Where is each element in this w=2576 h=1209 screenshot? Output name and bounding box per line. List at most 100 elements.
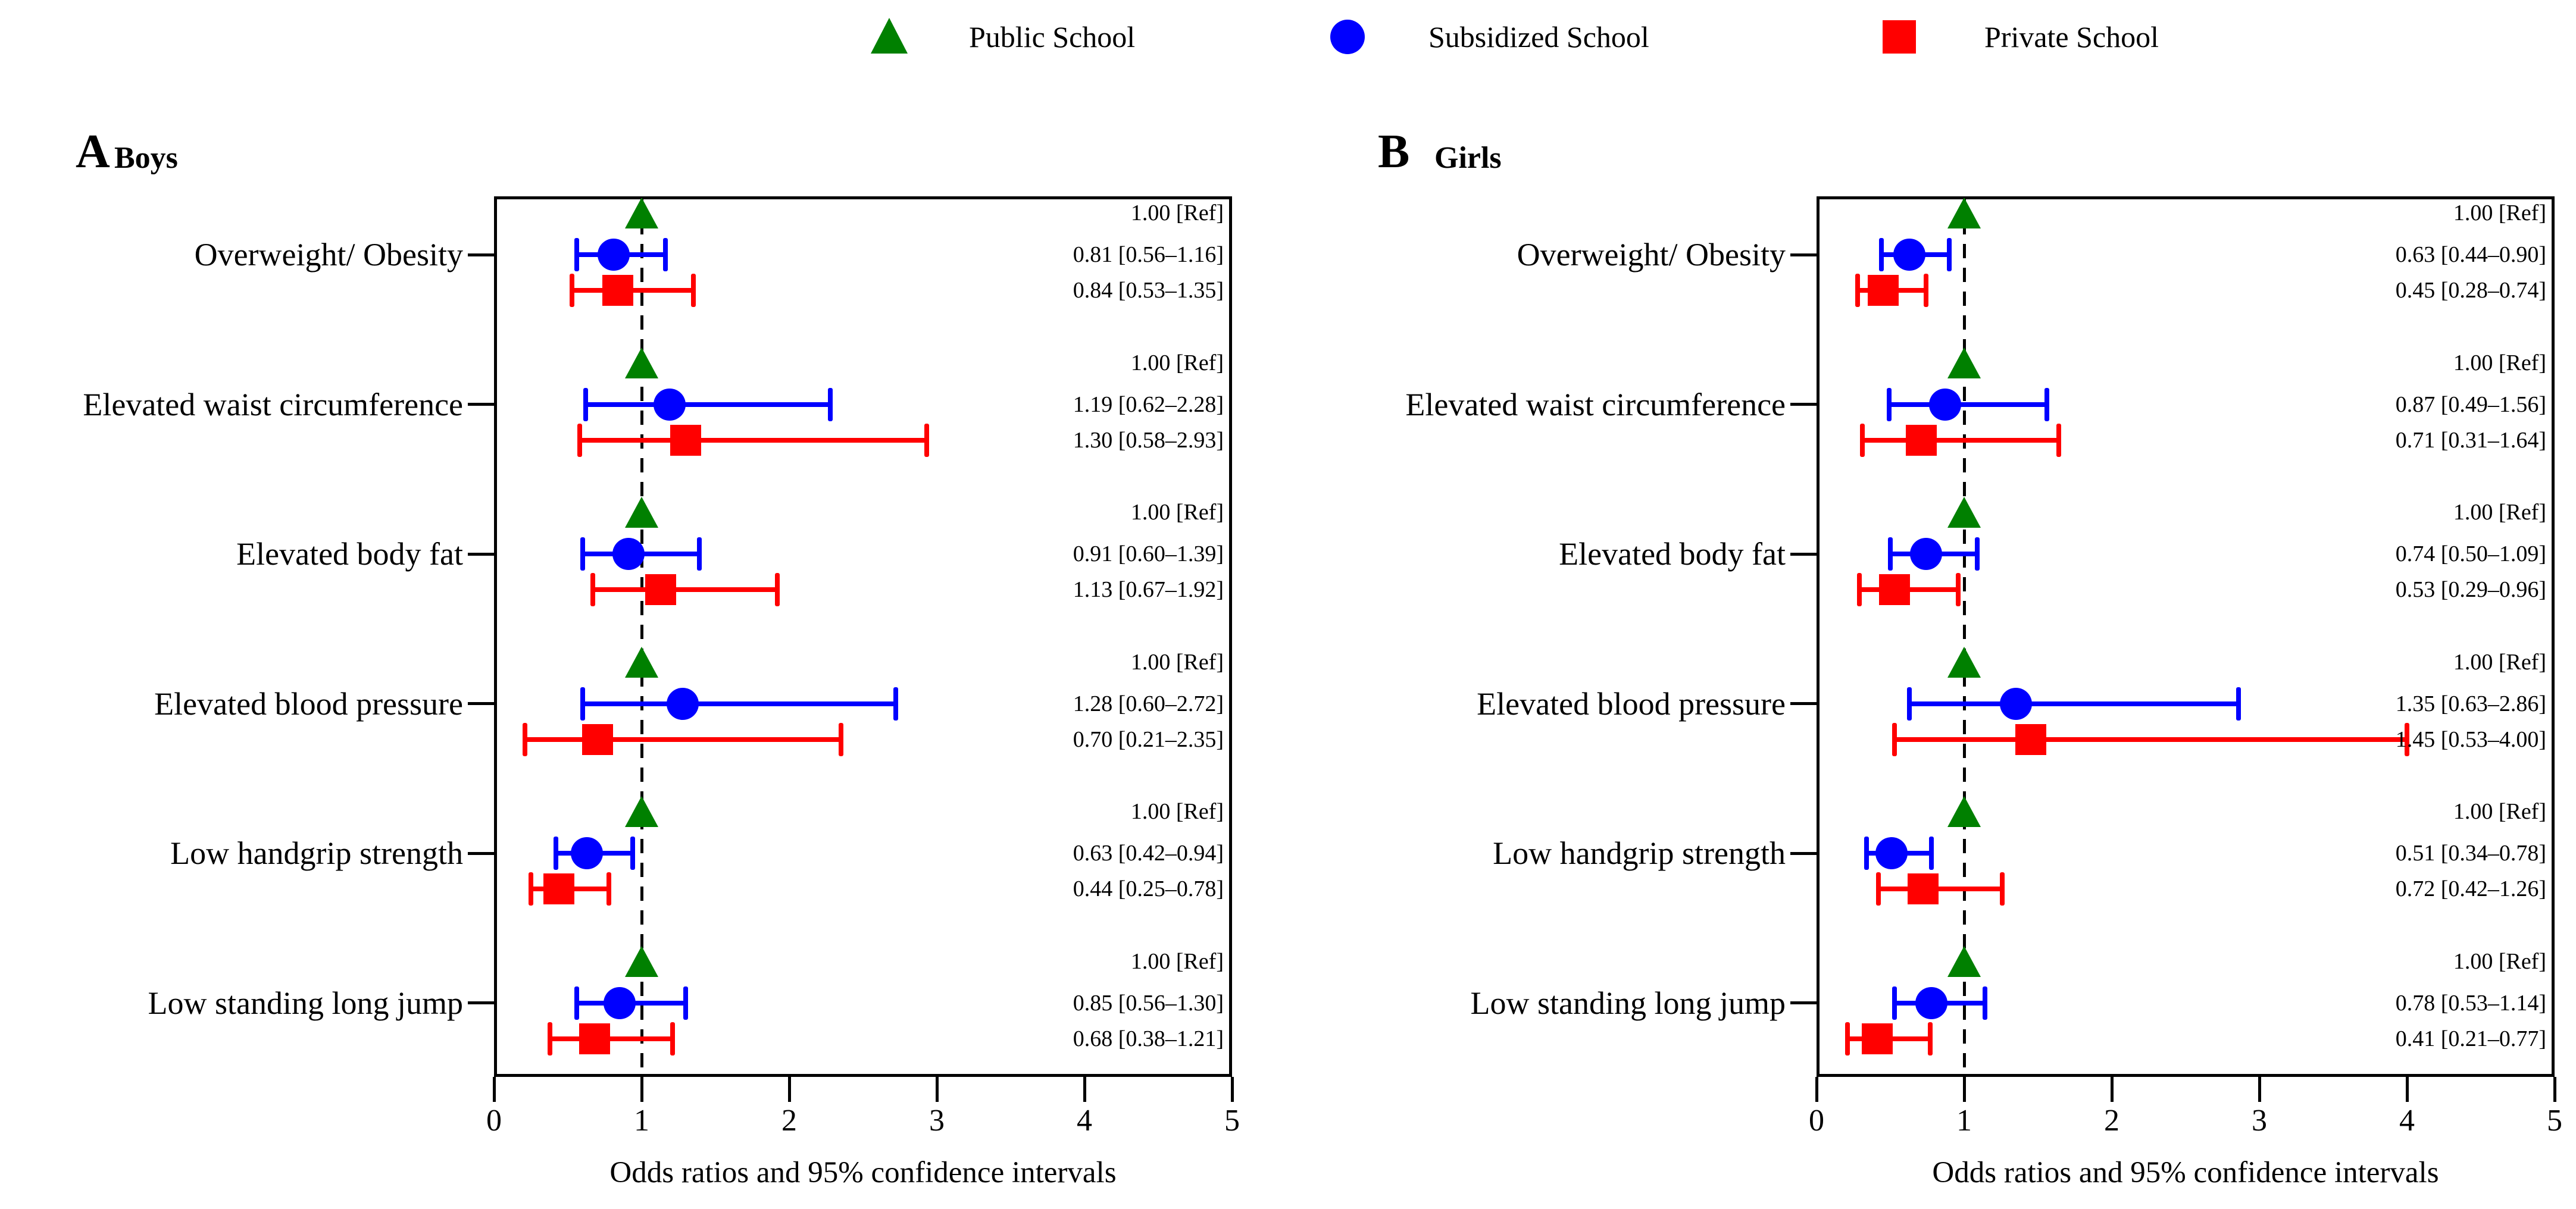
ci-line <box>585 402 831 407</box>
ci-cap-high <box>630 837 636 870</box>
estimate-label: 1.00 [Ref] <box>1130 649 1224 675</box>
or-marker-triangle <box>1947 646 1981 678</box>
ci-cap-low <box>523 722 528 756</box>
x-axis-tick-label: 3 <box>929 1104 945 1138</box>
x-axis-title-b: Odds ratios and 95% confidence intervals <box>1932 1156 2439 1189</box>
estimate-label: 1.30 [0.58–2.93] <box>1073 427 1224 453</box>
or-marker-square <box>645 574 677 605</box>
x-axis-tick-label: 0 <box>1809 1104 1824 1138</box>
estimate-label: 0.68 [0.38–1.21] <box>1073 1026 1224 1051</box>
estimate-label: 0.70 [0.21–2.35] <box>1073 726 1224 752</box>
estimate-label: 1.00 [Ref] <box>1130 201 1224 225</box>
or-marker-square <box>1907 873 1939 904</box>
estimate-label: 0.41 [0.21–0.77] <box>2395 1026 2546 1051</box>
estimate-label: 0.51 [0.34–0.78] <box>2395 841 2546 866</box>
category-label: Elevated body fat <box>1559 536 1786 572</box>
legend-label: Public School <box>969 20 1136 54</box>
or-marker-square <box>582 723 613 755</box>
category-label: Low standing long jump <box>1470 985 1786 1021</box>
panel-b-title: Girls <box>1434 141 1502 175</box>
category-label: Low standing long jump <box>148 985 463 1021</box>
category-label: Low handgrip strength <box>170 835 463 871</box>
ci-line <box>1889 402 2047 407</box>
ci-cap-high <box>2405 722 2409 756</box>
ci-cap-high <box>1947 238 1952 271</box>
ci-cap-high <box>662 238 668 271</box>
or-marker-square <box>602 275 634 306</box>
or-marker-triangle <box>625 497 658 528</box>
ci-cap-low <box>574 238 579 271</box>
ci-cap-high <box>1929 837 1934 870</box>
category-tick <box>1790 1001 1817 1004</box>
ci-cap-low <box>529 872 533 906</box>
ci-cap-high <box>2044 387 2049 421</box>
estimate-label: 1.00 [Ref] <box>2453 500 2546 525</box>
estimate-label: 1.28 [0.60–2.72] <box>1073 691 1224 716</box>
ci-cap-high <box>1975 537 1980 571</box>
ci-cap-low <box>590 573 596 606</box>
estimate-label: 1.00 [Ref] <box>2453 649 2546 675</box>
ci-cap-low <box>1856 573 1862 606</box>
ci-cap-low <box>583 387 588 421</box>
or-marker-square <box>670 424 702 456</box>
x-axis-tick-label: 2 <box>781 1104 797 1138</box>
category-label: Overweight/ Obesity <box>194 237 463 273</box>
legend-label: Private School <box>1984 20 2159 54</box>
ci-cap-high <box>690 274 696 307</box>
estimate-label: 1.00 [Ref] <box>2453 799 2546 824</box>
ci-cap-low <box>1892 986 1897 1020</box>
square-legend-icon <box>1883 20 1916 54</box>
ci-cap-high <box>775 573 780 606</box>
x-axis-tick-label: 4 <box>1077 1104 1092 1138</box>
category-tick <box>468 1001 494 1004</box>
x-axis-tick <box>935 1077 939 1102</box>
or-marker-triangle <box>1947 796 1981 827</box>
ci-cap-low <box>1876 872 1881 906</box>
x-axis-tick <box>1230 1077 1234 1102</box>
x-axis-tick <box>2405 1077 2409 1102</box>
or-marker-triangle <box>1947 198 1981 228</box>
category-label: Low handgrip strength <box>1493 835 1786 871</box>
estimate-label: 0.85 [0.56–1.30] <box>1073 990 1224 1016</box>
estimate-label: 1.00 [Ref] <box>1130 500 1224 525</box>
or-marker-circle <box>1928 388 1961 421</box>
category-label: Elevated waist circumference <box>1405 386 1786 422</box>
ci-cap-high <box>838 722 843 756</box>
plot-box <box>494 196 1232 1077</box>
or-marker-circle <box>667 687 699 720</box>
x-axis-tick <box>2110 1077 2114 1102</box>
category-tick <box>468 851 494 855</box>
panel-a-title: Boys <box>114 141 178 175</box>
or-marker-triangle <box>1947 945 1981 977</box>
estimate-label: 1.00 [Ref] <box>2453 948 2546 974</box>
ci-cap-high <box>1982 986 1987 1020</box>
category-label: Elevated blood pressure <box>1477 685 1786 722</box>
category-tick <box>1790 851 1817 855</box>
ci-cap-high <box>607 872 612 906</box>
ci-cap-low <box>1892 722 1897 756</box>
panel-b-letter: B <box>1378 126 1410 178</box>
estimate-label: 0.72 [0.42–1.26] <box>2395 876 2546 901</box>
category-tick <box>1790 552 1817 556</box>
estimate-label: 0.63 [0.44–0.90] <box>2395 242 2546 267</box>
estimate-label: 0.53 [0.29–0.96] <box>2395 577 2546 602</box>
ci-line <box>582 701 896 706</box>
or-marker-square <box>1879 574 1911 605</box>
estimate-label: 1.45 [0.53–4.00] <box>2395 726 2546 752</box>
or-marker-circle <box>612 538 645 570</box>
or-marker-circle <box>1893 239 1926 271</box>
category-tick <box>1790 702 1817 705</box>
estimate-label: 0.81 [0.56–1.16] <box>1073 242 1224 267</box>
or-marker-triangle <box>1947 347 1981 378</box>
category-tick <box>1790 403 1817 406</box>
plot-box <box>1817 196 2555 1077</box>
ci-cap-high <box>670 1022 676 1055</box>
or-marker-triangle <box>625 945 658 977</box>
ci-cap-low <box>1859 423 1865 457</box>
or-marker-circle <box>1915 986 1948 1019</box>
or-marker-triangle <box>1947 497 1981 528</box>
ci-cap-high <box>1927 1022 1933 1055</box>
ci-cap-low <box>548 1022 553 1055</box>
